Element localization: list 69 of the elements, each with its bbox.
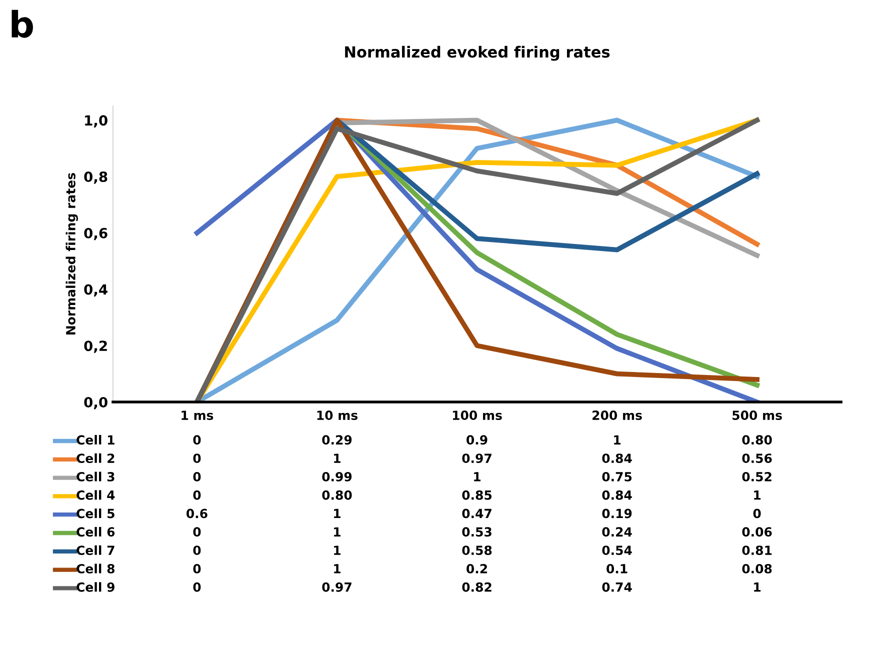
y-axis-title: Normalized firing rates [66,173,78,334]
data-label: 0.97 [462,454,492,464]
data-label: 0.99 [322,472,352,482]
data-label: 0 [193,564,201,574]
data-label: 0.82 [462,582,492,592]
data-label: 0 [753,508,761,518]
y-tick-label: 0,0 [84,396,108,410]
data-label: 0.74 [602,582,632,592]
data-label: 1 [334,564,340,574]
data-label: 1 [754,582,761,592]
data-label: 0 [193,454,201,464]
legend-label: Cell 3 [76,472,114,482]
data-label: 1 [334,508,340,518]
x-tick-label: 1 ms [182,410,214,420]
data-label: 0.29 [322,435,352,445]
x-tick-label: 500 ms [732,410,782,420]
data-label: 0.80 [742,435,772,445]
legend-label: Cell 8 [76,564,114,574]
data-label: 0.1 [606,564,628,574]
data-label: 0 [193,490,201,500]
data-label: 0.80 [322,490,352,500]
data-label: 0.06 [742,527,772,537]
data-label: 0.54 [602,546,632,556]
data-label: 1 [334,546,340,555]
data-label: 0 [193,582,201,592]
data-label: 0 [193,527,201,537]
data-label: 0.84 [602,490,632,500]
y-tick-label: 1,0 [85,115,108,128]
y-tick-label: 0,4 [84,284,108,297]
data-label: 0.52 [742,472,772,482]
data-label: 0.2 [466,564,487,574]
legend-label: Cell 5 [76,508,114,518]
data-label: 0.97 [322,582,352,592]
data-label: 0.08 [742,564,772,574]
line-series [194,118,760,402]
text: b [12,10,33,38]
y-tick-label: 0,2 [84,340,107,353]
data-label: 0 [193,472,201,482]
data-label: 0.53 [462,527,492,537]
data-label: 0.9 [466,435,488,445]
data-label: 1 [614,435,621,444]
data-label: 0.81 [742,546,772,556]
data-label: 0.85 [462,490,492,500]
data-label: 0.6 [186,508,208,518]
data-label: 0.84 [602,454,632,464]
legend-label: Cell 9 [76,582,114,592]
data-label: 0.24 [602,527,632,537]
y-tick-label: 0,6 [84,228,108,240]
data-label: 0.56 [742,454,772,464]
legend-label: Cell 4 [76,490,115,500]
x-tick-label: 200 ms [592,410,642,420]
legend-label: Cell 6 [76,526,115,537]
data-label: 1 [474,472,480,482]
legend-label: Cell 1 [76,434,114,445]
data-label: 0.47 [462,508,492,518]
data-label: 0 [193,435,201,445]
y-tick-label: 0,8 [84,172,108,184]
legend-label: Cell 2 [76,453,114,464]
data-label: 0 [193,546,201,556]
data-label: 1 [334,527,340,536]
x-tick-label: 10 ms [317,410,358,420]
legend-label: Cell 7 [76,545,114,556]
data-label: 1 [334,454,340,463]
data-label: 0.19 [602,508,632,518]
data-label: 1 [754,490,761,500]
x-tick-label: 100 ms [452,410,502,420]
data-label: 0.75 [602,472,632,482]
data-label: 0.58 [462,546,492,556]
chart-title: Normalized evoked firing rates [345,46,610,61]
